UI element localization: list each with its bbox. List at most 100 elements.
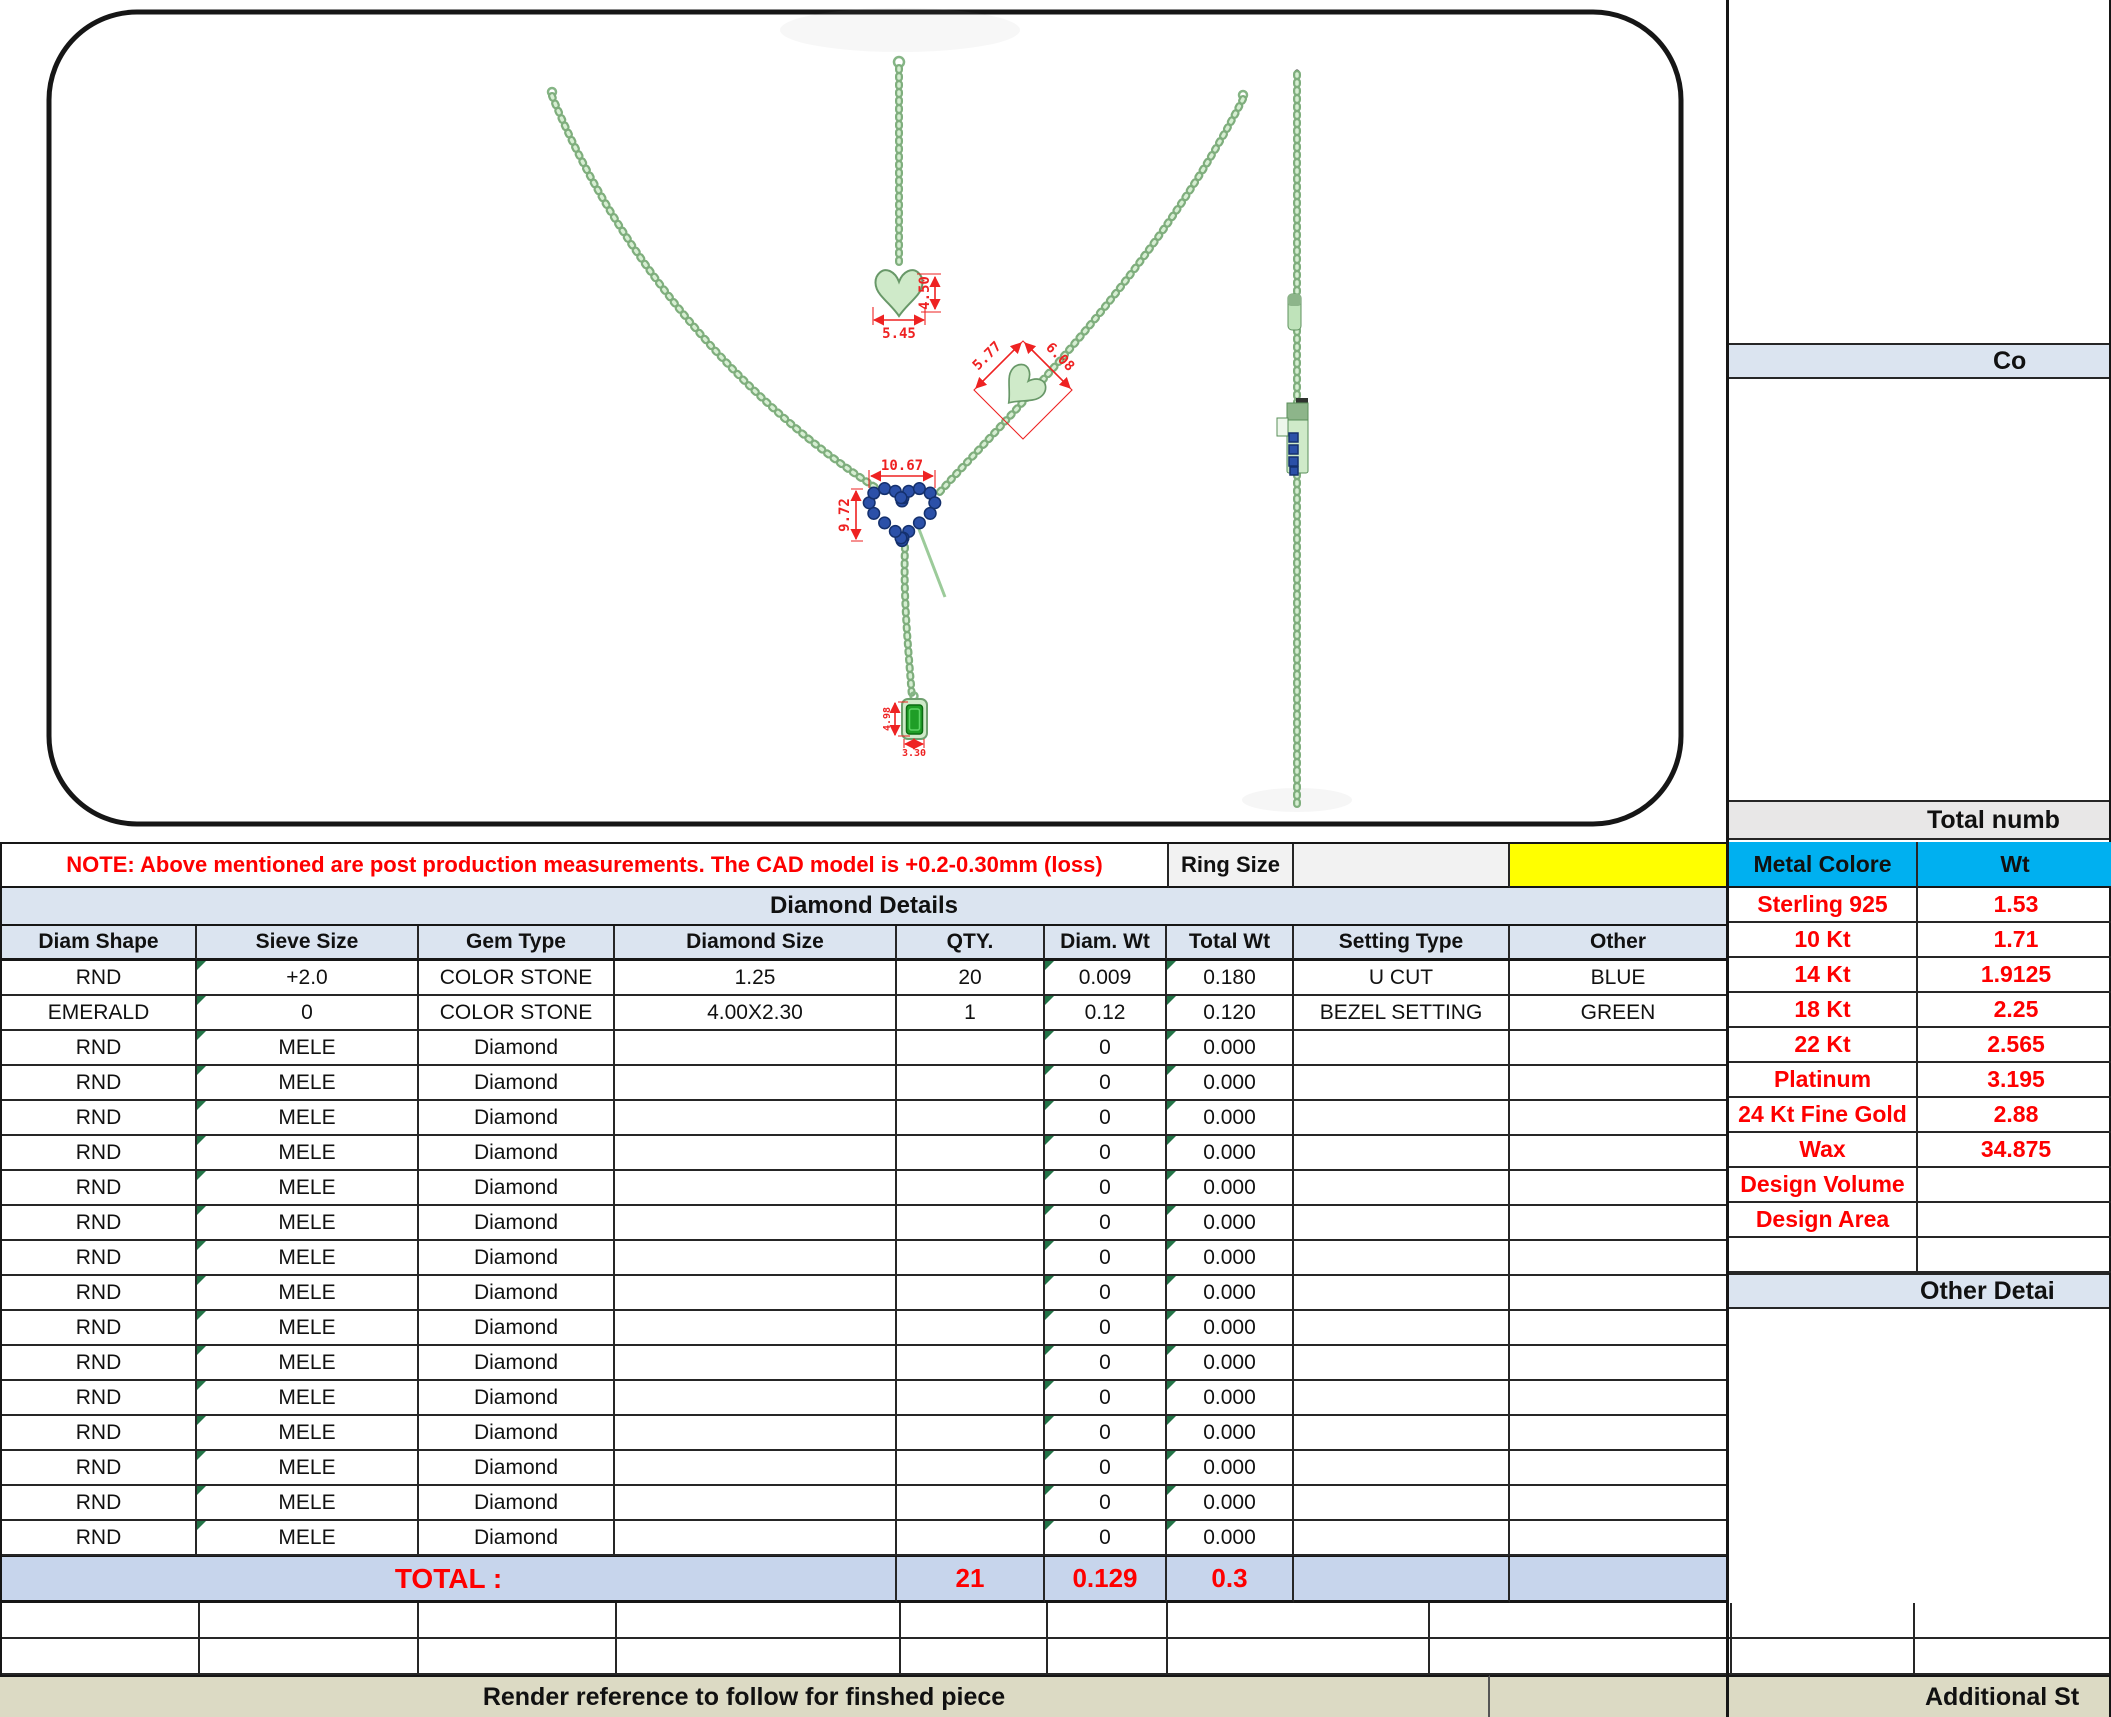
cell-other[interactable]: [1510, 1486, 1728, 1521]
cell-gem-type[interactable]: Diamond: [419, 1311, 615, 1346]
cell-total-wt[interactable]: 0.000: [1167, 1521, 1294, 1556]
cell-gem-type[interactable]: Diamond: [419, 1066, 615, 1101]
cell-other[interactable]: [1510, 1206, 1728, 1241]
cell-sieve-size[interactable]: MELE: [197, 1171, 419, 1206]
cell-diam-wt[interactable]: 0: [1045, 1171, 1167, 1206]
cell-setting-type[interactable]: [1294, 1486, 1510, 1521]
empty-cell[interactable]: [1048, 1603, 1168, 1639]
cell-other[interactable]: [1510, 1066, 1728, 1101]
cell-other[interactable]: [1510, 1276, 1728, 1311]
cell-qty[interactable]: [897, 1136, 1045, 1171]
cell-gem-type[interactable]: Diamond: [419, 1346, 615, 1381]
metal-weight-cell[interactable]: 2.25: [1918, 993, 2111, 1028]
cell-diam-wt[interactable]: 0: [1045, 1381, 1167, 1416]
metal-name-cell[interactable]: Design Area: [1729, 1203, 1918, 1238]
cell-sieve-size[interactable]: MELE: [197, 1486, 419, 1521]
cell-other[interactable]: [1510, 1136, 1728, 1171]
empty-cell[interactable]: [901, 1603, 1048, 1639]
cell-diamond-size[interactable]: [615, 1346, 897, 1381]
cell-setting-type[interactable]: [1294, 1101, 1510, 1136]
cell-qty[interactable]: [897, 1206, 1045, 1241]
cell-total-wt[interactable]: 0.000: [1167, 1241, 1294, 1276]
cell-total-wt[interactable]: 0.000: [1167, 1381, 1294, 1416]
cell-sieve-size[interactable]: 0: [197, 996, 419, 1031]
cell-total-wt[interactable]: 0.000: [1167, 1066, 1294, 1101]
column-header[interactable]: Sieve Size: [197, 926, 419, 960]
cell-diamond-size[interactable]: [615, 1066, 897, 1101]
total-other-empty[interactable]: [1510, 1557, 1728, 1603]
cell-gem-type[interactable]: Diamond: [419, 1486, 615, 1521]
metal-name-cell[interactable]: Wax: [1729, 1133, 1918, 1168]
cell-qty[interactable]: [897, 1416, 1045, 1451]
empty-cell[interactable]: [1915, 1639, 2111, 1675]
cell-diam-wt[interactable]: 0: [1045, 1136, 1167, 1171]
metal-name-cell[interactable]: Design Volume: [1729, 1168, 1918, 1203]
total-total-wt[interactable]: 0.3: [1167, 1557, 1294, 1603]
cell-diam-shape[interactable]: RND: [2, 1241, 197, 1276]
cell-gem-type[interactable]: Diamond: [419, 1451, 615, 1486]
empty-cell[interactable]: [1732, 1639, 1915, 1675]
empty-cell[interactable]: [200, 1603, 419, 1639]
cell-other[interactable]: [1510, 1416, 1728, 1451]
column-header[interactable]: Diam. Wt: [1045, 926, 1167, 960]
cell-setting-type[interactable]: [1294, 1066, 1510, 1101]
metal-name-cell[interactable]: 14 Kt: [1729, 958, 1918, 993]
render-reference-label[interactable]: Render reference to follow for finshed p…: [0, 1675, 1490, 1717]
cell-total-wt[interactable]: 0.000: [1167, 1276, 1294, 1311]
other-details-band[interactable]: Other Detai: [1729, 1273, 2109, 1309]
cell-total-wt[interactable]: 0.000: [1167, 1206, 1294, 1241]
metal-weight-cell[interactable]: [1918, 1238, 2111, 1273]
cell-other[interactable]: GREEN: [1510, 996, 1728, 1031]
additional-stone-cell[interactable]: Additional St: [1490, 1675, 2111, 1717]
cell-setting-type[interactable]: [1294, 1276, 1510, 1311]
cell-diam-wt[interactable]: 0: [1045, 1311, 1167, 1346]
cell-other[interactable]: [1510, 1101, 1728, 1136]
metal-weight-cell[interactable]: 1.9125: [1918, 958, 2111, 993]
total-label[interactable]: TOTAL :: [2, 1557, 897, 1603]
cell-gem-type[interactable]: Diamond: [419, 1521, 615, 1556]
cell-qty[interactable]: [897, 1101, 1045, 1136]
cell-diam-shape[interactable]: RND: [2, 1206, 197, 1241]
empty-cell[interactable]: [901, 1639, 1048, 1675]
cell-total-wt[interactable]: 0.000: [1167, 1101, 1294, 1136]
cell-total-wt[interactable]: 0.000: [1167, 1486, 1294, 1521]
empty-cell[interactable]: [2, 1603, 200, 1639]
cell-total-wt[interactable]: 0.000: [1167, 1031, 1294, 1066]
metal-name-cell[interactable]: Sterling 925: [1729, 888, 1918, 923]
ring-size-value-cell[interactable]: [1294, 844, 1510, 888]
cell-setting-type[interactable]: BEZEL SETTING: [1294, 996, 1510, 1031]
total-diam-wt[interactable]: 0.129: [1045, 1557, 1167, 1603]
cell-diamond-size[interactable]: [615, 1416, 897, 1451]
cell-diam-shape[interactable]: RND: [2, 1486, 197, 1521]
cell-diam-wt[interactable]: 0: [1045, 1451, 1167, 1486]
cell-sieve-size[interactable]: MELE: [197, 1276, 419, 1311]
metal-name-cell[interactable]: Platinum: [1729, 1063, 1918, 1098]
cell-qty[interactable]: [897, 1276, 1045, 1311]
column-header[interactable]: Total Wt: [1167, 926, 1294, 960]
cell-other[interactable]: BLUE: [1510, 961, 1728, 996]
cell-setting-type[interactable]: [1294, 1451, 1510, 1486]
cell-setting-type[interactable]: [1294, 1241, 1510, 1276]
cell-total-wt[interactable]: 0.120: [1167, 996, 1294, 1031]
cell-diam-shape[interactable]: RND: [2, 1311, 197, 1346]
cell-diam-shape[interactable]: RND: [2, 1276, 197, 1311]
cell-diamond-size[interactable]: [615, 1101, 897, 1136]
cell-diamond-size[interactable]: [615, 1311, 897, 1346]
metal-name-cell[interactable]: 24 Kt Fine Gold: [1729, 1098, 1918, 1133]
cell-diam-shape[interactable]: RND: [2, 1381, 197, 1416]
cell-diam-wt[interactable]: 0: [1045, 1031, 1167, 1066]
cell-diam-wt[interactable]: 0: [1045, 1206, 1167, 1241]
empty-cell[interactable]: [1732, 1603, 1915, 1639]
cell-total-wt[interactable]: 0.000: [1167, 1416, 1294, 1451]
column-header[interactable]: QTY.: [897, 926, 1045, 960]
empty-cell[interactable]: [1915, 1603, 2111, 1639]
cell-setting-type[interactable]: U CUT: [1294, 961, 1510, 996]
cell-qty[interactable]: [897, 1521, 1045, 1556]
cell-sieve-size[interactable]: MELE: [197, 1136, 419, 1171]
cell-diam-wt[interactable]: 0: [1045, 1066, 1167, 1101]
cell-diamond-size[interactable]: [615, 1486, 897, 1521]
cell-qty[interactable]: [897, 1031, 1045, 1066]
cell-gem-type[interactable]: Diamond: [419, 1031, 615, 1066]
cell-other[interactable]: [1510, 1346, 1728, 1381]
cell-gem-type[interactable]: Diamond: [419, 1381, 615, 1416]
